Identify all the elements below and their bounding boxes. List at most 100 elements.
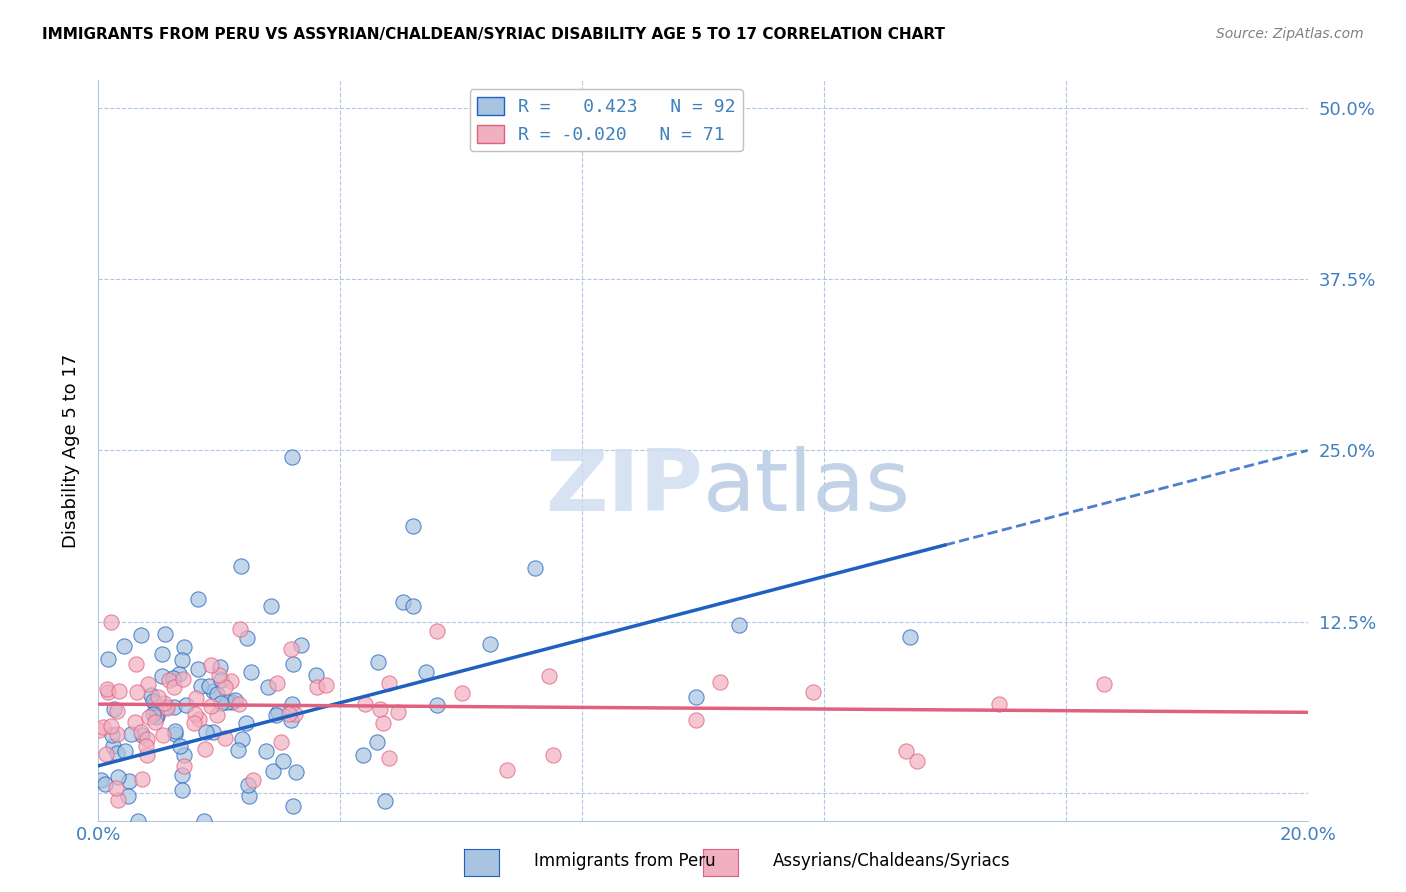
Point <box>224 693 246 707</box>
Point <box>104 780 127 795</box>
Point <box>174 698 197 712</box>
Point <box>136 731 159 746</box>
Point <box>988 697 1011 711</box>
Point <box>125 657 148 671</box>
Point <box>280 713 302 727</box>
Point <box>183 706 205 721</box>
Point <box>91 721 114 735</box>
Point <box>124 715 146 730</box>
Point <box>366 735 388 749</box>
Point <box>96 685 118 699</box>
Point <box>145 710 167 724</box>
Point <box>143 714 166 729</box>
Point <box>129 628 152 642</box>
Point <box>200 699 222 714</box>
Point <box>496 764 519 778</box>
Text: Immigrants from Peru: Immigrants from Peru <box>534 852 716 870</box>
Point <box>146 709 169 723</box>
Point <box>226 743 249 757</box>
Point <box>367 656 389 670</box>
Point <box>118 773 141 788</box>
Point <box>156 701 179 715</box>
Point <box>374 794 396 808</box>
Point <box>900 630 922 644</box>
Point <box>172 783 194 797</box>
Point <box>94 777 117 791</box>
Point <box>173 759 195 773</box>
Point <box>231 559 253 574</box>
Point <box>152 696 174 710</box>
Point <box>163 700 186 714</box>
Point <box>131 772 153 786</box>
Point <box>172 652 194 666</box>
Text: IMMIGRANTS FROM PERU VS ASSYRIAN/CHALDEAN/SYRIAC DISABILITY AGE 5 TO 17 CORRELAT: IMMIGRANTS FROM PERU VS ASSYRIAN/CHALDEA… <box>42 27 945 42</box>
Point <box>135 739 157 753</box>
Point <box>426 624 449 638</box>
Point <box>97 652 120 666</box>
Point <box>100 719 122 733</box>
Point <box>257 680 280 694</box>
Point <box>231 732 253 747</box>
Point <box>378 676 401 690</box>
Point <box>378 751 401 765</box>
Point <box>105 746 128 760</box>
Point <box>150 669 173 683</box>
Point <box>129 725 152 739</box>
Point <box>169 667 191 681</box>
Point <box>208 668 231 682</box>
Point <box>254 744 277 758</box>
Point <box>373 715 395 730</box>
Point <box>131 727 153 741</box>
Point <box>426 698 449 712</box>
Point <box>200 658 222 673</box>
Point <box>538 669 561 683</box>
Point <box>305 668 328 682</box>
Point <box>90 773 112 788</box>
Point <box>107 793 129 807</box>
Point <box>207 707 229 722</box>
Point <box>541 748 564 763</box>
Point <box>150 648 173 662</box>
Point <box>183 715 205 730</box>
Point <box>103 702 125 716</box>
Point <box>387 705 409 719</box>
Text: Assyrians/Chaldeans/Syriacs: Assyrians/Chaldeans/Syriacs <box>773 852 1011 870</box>
Point <box>262 764 284 779</box>
Point <box>266 676 288 690</box>
Point <box>195 724 218 739</box>
Point <box>221 695 243 709</box>
Point <box>415 665 437 679</box>
Point <box>290 638 312 652</box>
Point <box>214 731 236 745</box>
Point <box>186 591 208 606</box>
Point <box>278 706 301 721</box>
Point <box>280 642 302 657</box>
Point <box>169 739 191 753</box>
Point <box>105 727 128 741</box>
Point <box>270 735 292 749</box>
Point <box>451 686 474 700</box>
Point <box>143 696 166 710</box>
Point <box>163 680 186 694</box>
Point <box>120 727 142 741</box>
Point <box>155 700 177 714</box>
Point <box>284 706 307 721</box>
Point <box>142 707 165 722</box>
Point <box>242 772 264 787</box>
Point <box>96 682 118 697</box>
Point <box>145 705 167 719</box>
Point <box>352 747 374 762</box>
Point <box>107 770 129 784</box>
Point <box>188 712 211 726</box>
Point <box>139 689 162 703</box>
Point <box>281 450 304 465</box>
Text: ZIP: ZIP <box>546 446 703 529</box>
Point <box>214 680 236 694</box>
Point <box>215 695 238 709</box>
Point <box>391 595 413 609</box>
Point <box>142 694 165 708</box>
Point <box>170 768 193 782</box>
Point <box>209 673 232 688</box>
Point <box>202 684 225 698</box>
Point <box>894 744 917 758</box>
